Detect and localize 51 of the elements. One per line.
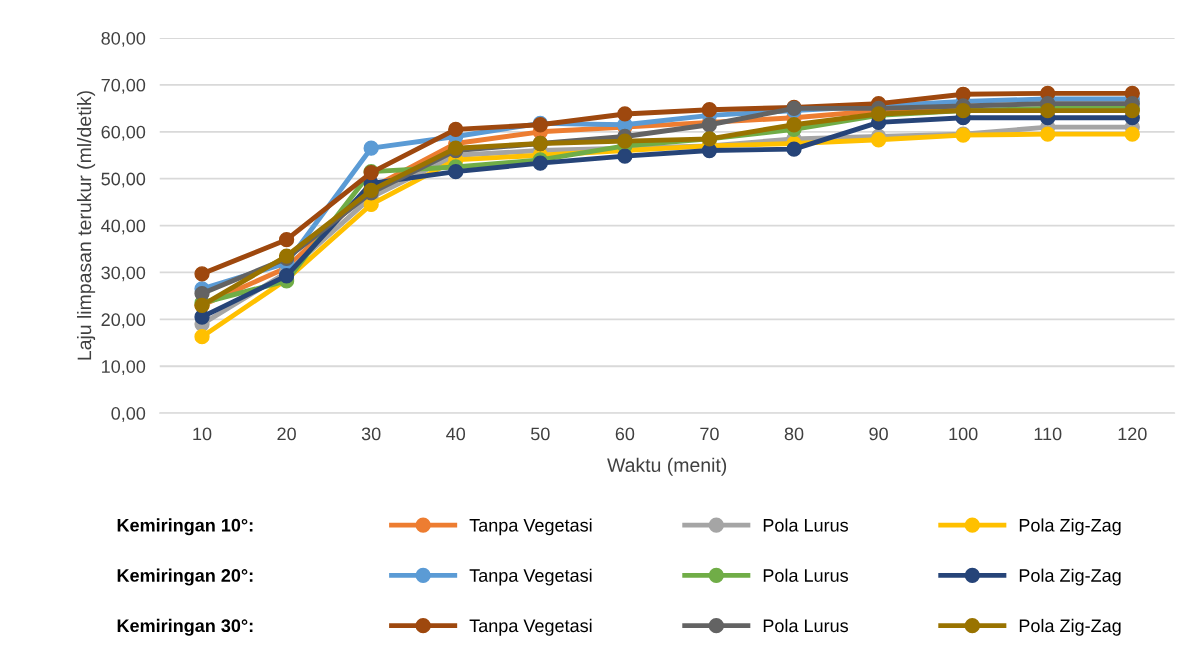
text: Kemiringan 20°: [117,568,253,586]
x-tick-label: 120 [1118,427,1147,441]
text: Kemiringan 30°: [117,618,253,636]
x-tick-label: 40 [446,427,466,441]
point [278,268,295,284]
x-tick-label: 90 [869,427,888,441]
point [278,231,295,248]
y-tick-label: 60,00 [101,125,146,141]
x-tick-label: 10 [193,427,212,441]
y-tick-label: 50,00 [101,172,146,188]
point [194,329,210,345]
point [448,121,464,138]
point [786,141,802,157]
point [448,164,464,180]
y-tick-label: 30,00 [101,266,146,282]
point [870,132,887,148]
point [194,266,210,282]
y-tick-label: 0,00 [111,407,146,422]
x-tick-label: 110 [1034,427,1062,441]
point [617,133,633,149]
y-tick-label: 20,00 [101,313,146,329]
legend-label: Tanpa Vegetasi [469,618,592,636]
y-tick-label: 70,00 [101,78,146,94]
point [1040,126,1056,142]
point [701,102,718,118]
y-tick-label: 10,00 [102,360,146,376]
legend-label: Pola Zig-Zag [1019,518,1121,536]
y-tick-label: 40,00 [101,219,146,235]
x-tick-label: 20 [277,427,296,441]
point [786,117,802,133]
point [617,148,633,164]
y-tick-label: 80,00 [101,31,146,47]
x-tick-label: 80 [784,427,804,441]
x-axis-title: Waktu (menit) [607,457,727,476]
point [1124,126,1140,142]
legend-label: Pola Zig-Zag [1019,618,1121,636]
text: Kemiringan 10°: [117,518,253,536]
x-tick-label: 60 [615,427,635,441]
x-tick-label: 50 [530,427,550,441]
legend-label: Pola Lurus [763,618,849,633]
point [617,106,633,122]
x-tick-label: 70 [700,427,719,441]
y-axis-title: Laju limpasan terukur (ml/detik) [76,91,96,360]
x-tick-label: 30 [361,427,381,441]
legend-label: Pola Lurus [763,518,849,532]
legend-label: Pola Lurus [763,568,849,582]
x-tick-label: 100 [949,427,978,441]
legend-label: Pola Zig-Zag [1019,568,1121,586]
legend-label: Tanpa Vegetasi [469,518,592,536]
point [363,140,379,156]
legend-label: Tanpa Vegetasi [469,568,592,586]
